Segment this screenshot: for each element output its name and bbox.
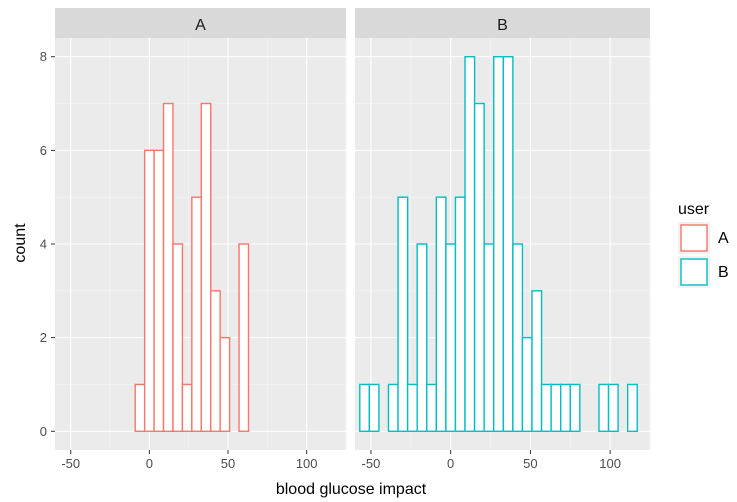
- histogram-bar: [219, 336, 231, 432]
- panels-layer: A -50 0 50 100 0 2 4 6 8 B -50 0 50 100: [40, 8, 651, 471]
- legend-entry-a: A: [678, 222, 729, 254]
- y-tick-label: 6: [40, 143, 47, 158]
- histogram-bar: [550, 383, 562, 432]
- legend-key-swatch: [680, 258, 708, 286]
- legend-entries: AB: [678, 222, 729, 288]
- facet-strip-label: B: [497, 17, 508, 34]
- histogram-bar: [473, 102, 485, 432]
- y-tick-label: 8: [40, 49, 47, 64]
- histogram-bar: [464, 56, 476, 432]
- histogram-bar: [598, 383, 610, 432]
- legend-key-swatch: [680, 224, 708, 252]
- x-tick-label: -50: [362, 456, 381, 471]
- histogram-bars: [134, 102, 250, 432]
- y-tick-label: 4: [40, 237, 47, 252]
- histogram-bar: [502, 56, 514, 432]
- histogram-bar: [191, 196, 202, 432]
- histogram-bar: [445, 243, 457, 432]
- histogram-bar: [134, 383, 146, 432]
- histogram-bar: [512, 243, 524, 432]
- histogram-bar: [200, 102, 212, 432]
- histogram-bar: [426, 383, 438, 432]
- y-axis-ticks: 0 2 4 6 8: [40, 49, 55, 439]
- x-axis-ticks: -50 0 50 100: [61, 450, 318, 471]
- facet-strip-label: A: [195, 17, 206, 34]
- histogram-bar: [416, 243, 428, 432]
- legend-entry-b: B: [678, 256, 729, 288]
- histogram-bar: [540, 383, 552, 432]
- x-axis-ticks: -50 0 50 100: [362, 450, 621, 471]
- y-tick-label: 2: [40, 330, 47, 345]
- histogram-bar: [153, 149, 165, 432]
- x-tick-label: -50: [61, 456, 80, 471]
- histogram-bar: [210, 290, 221, 432]
- histogram-bar: [397, 196, 409, 432]
- histogram-bar: [607, 383, 619, 432]
- facet-panel-b: B -50 0 50 100: [355, 8, 651, 471]
- x-tick-label: 50: [221, 456, 235, 471]
- histogram-bars: [359, 56, 638, 432]
- x-tick-label: 100: [296, 456, 318, 471]
- histogram-bar: [521, 336, 533, 432]
- x-tick-label: 0: [447, 456, 454, 471]
- histogram-bar: [560, 383, 571, 432]
- histogram-bar: [569, 383, 581, 432]
- y-axis-label: count: [12, 223, 29, 263]
- y-tick-label: 0: [40, 424, 47, 439]
- histogram-bar: [435, 196, 447, 432]
- histogram-bar: [359, 383, 371, 432]
- histogram-bar: [238, 243, 250, 432]
- histogram-bar: [143, 149, 155, 432]
- histogram-bar: [172, 243, 184, 432]
- histogram-bar: [387, 383, 399, 432]
- histogram-bar: [406, 383, 418, 432]
- legend-title: user: [678, 201, 710, 218]
- histogram-bar: [162, 102, 174, 432]
- x-tick-label: 50: [523, 456, 537, 471]
- histogram-bar: [181, 383, 193, 432]
- facet-panel-a: A -50 0 50 100 0 2 4 6 8: [40, 8, 347, 471]
- histogram-bar: [454, 196, 466, 432]
- histogram-bar: [493, 56, 504, 432]
- legend-entry-label: B: [718, 264, 729, 281]
- x-tick-label: 0: [146, 456, 153, 471]
- legend: user AB: [678, 201, 729, 288]
- facet-strip: [355, 8, 650, 38]
- legend-entry-label: A: [718, 230, 729, 247]
- x-tick-label: 100: [599, 456, 621, 471]
- x-axis-label: blood glucose impact: [276, 481, 427, 498]
- histogram-bar: [483, 243, 495, 432]
- histogram-bar: [531, 290, 543, 432]
- histogram-bar: [368, 383, 380, 432]
- facet-strip: [55, 8, 346, 38]
- histogram-bar: [626, 383, 638, 432]
